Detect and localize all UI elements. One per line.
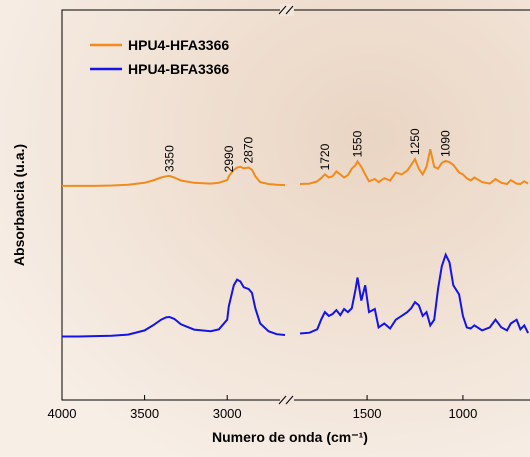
x-axis-label: Numero de onda (cm⁻¹)	[212, 429, 368, 445]
x-tick-label: 1500	[353, 406, 382, 421]
x-tick-label: 3000	[213, 406, 242, 421]
peak-label: 3350	[162, 145, 176, 172]
break-gap-top	[280, 4, 294, 16]
x-tick-label: 3500	[130, 406, 159, 421]
spectrum-line	[62, 252, 529, 338]
axis-break	[278, 5, 294, 405]
peak-label: 2870	[242, 137, 256, 164]
legend-label: HPU4-HFA3366	[128, 37, 229, 53]
peak-label: 1090	[439, 130, 453, 157]
peak-label: 1550	[351, 130, 365, 157]
break-gap-bottom	[280, 394, 294, 406]
y-axis-label: Absorbancia (u.a.)	[11, 144, 27, 266]
legend-label: HPU4-BFA3366	[128, 61, 229, 77]
peak-label: 2990	[222, 145, 236, 172]
x-tick-label: 1000	[448, 406, 477, 421]
x-tick-label: 4000	[48, 406, 77, 421]
spectrum-line	[62, 148, 529, 187]
peak-label: 1250	[408, 128, 422, 155]
plot-frame	[61, 9, 530, 401]
peak-label: 1720	[318, 143, 332, 170]
